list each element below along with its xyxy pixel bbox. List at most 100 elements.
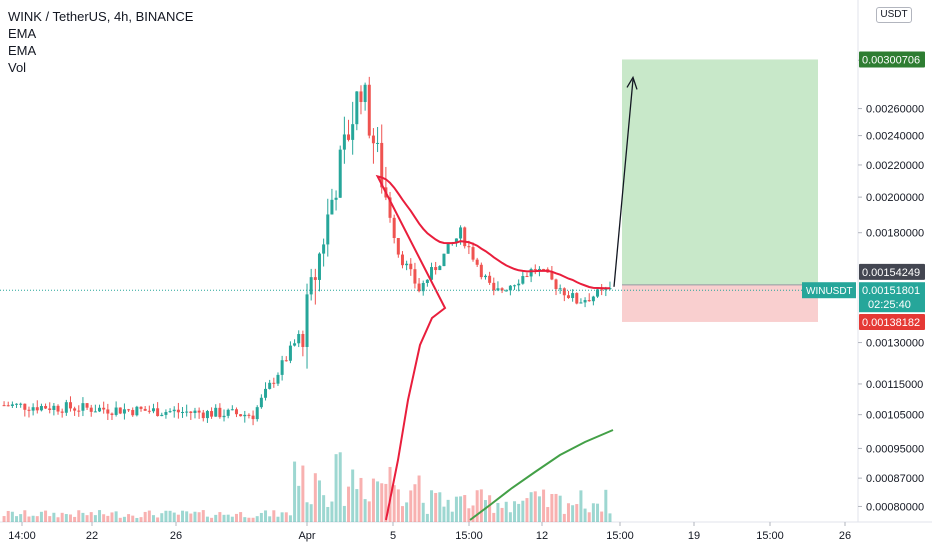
volume-bar: [322, 495, 326, 522]
volume-bar: [193, 511, 197, 522]
candle-body: [442, 253, 446, 267]
volume-bar: [172, 512, 176, 522]
volume-bar: [189, 513, 193, 522]
volume-bar: [98, 510, 102, 522]
time-tick-label: 14:00: [8, 530, 36, 542]
candle-body: [438, 266, 442, 271]
candle-body: [288, 345, 292, 361]
volume-bar: [579, 490, 583, 522]
volume-bar: [15, 516, 19, 522]
volume-bar: [400, 506, 404, 522]
volume-bar: [571, 505, 575, 522]
candle-body: [56, 405, 60, 412]
volume-bar: [44, 510, 48, 522]
stop-price-badge-text: 0.00138182: [862, 317, 920, 329]
volume-bar: [575, 504, 579, 522]
volume-bar: [2, 516, 6, 522]
volume-bar: [280, 512, 284, 522]
candle-body: [496, 288, 500, 291]
volume-bar: [492, 512, 496, 522]
volume-bar: [226, 514, 230, 522]
candle-body: [139, 406, 143, 409]
volume-bar: [110, 512, 114, 522]
candle-body: [106, 409, 110, 414]
candle-body: [60, 411, 64, 413]
candle-body: [338, 149, 342, 198]
candle-body: [322, 244, 326, 254]
volume-bar: [168, 510, 172, 522]
volume-bar: [413, 484, 417, 522]
entry-price-badge-text: 0.00154249: [862, 267, 920, 279]
candle-body: [347, 134, 351, 140]
volume-bar: [23, 510, 27, 522]
volume-bar: [479, 489, 483, 522]
candle-body: [301, 334, 305, 347]
candle-body: [81, 403, 85, 411]
candle-body: [317, 253, 321, 280]
volume-bar: [471, 505, 475, 522]
volume-bar: [255, 516, 259, 522]
volume-bar: [176, 514, 180, 522]
candle-body: [214, 407, 218, 417]
candle-body: [492, 282, 496, 291]
candle-body: [164, 412, 168, 415]
current-price-badge: 0.00151801 02:25:40: [859, 282, 925, 313]
volume-bar: [591, 503, 595, 522]
candle-body: [421, 283, 425, 292]
volume-bar: [517, 503, 521, 522]
price-tick-label: 0.00080000: [866, 501, 924, 513]
candle-body: [19, 403, 23, 405]
volume-bar: [131, 515, 135, 522]
candle-body: [156, 408, 160, 417]
candle-body: [562, 288, 566, 296]
candle-body: [467, 246, 471, 248]
volume-bar: [52, 512, 56, 522]
candle-body: [205, 411, 209, 419]
volume-bar: [276, 516, 280, 522]
volume-bar: [73, 516, 77, 522]
candle-body: [330, 199, 334, 215]
volume-bar: [508, 512, 512, 522]
volume-bar: [334, 454, 338, 522]
volume-bar: [160, 513, 164, 522]
volume-bar: [214, 514, 218, 522]
volume-bar: [459, 496, 463, 522]
candle-body: [309, 277, 313, 295]
candle-body: [85, 403, 89, 408]
candle-body: [367, 84, 371, 136]
volume-bar: [264, 510, 268, 522]
volume-bar: [500, 507, 504, 522]
candle-body: [239, 414, 243, 417]
time-tick-label: Apr: [298, 530, 315, 542]
candle-body: [147, 410, 151, 412]
candle-body: [218, 407, 222, 418]
time-tick-label: 15:00: [606, 530, 634, 542]
candles: [2, 76, 612, 426]
candle-body: [392, 217, 396, 238]
legend-ema-2: EMA: [8, 43, 37, 58]
entry-price-badge-bg: [859, 263, 925, 280]
legend-vol: Vol: [8, 60, 27, 75]
candle-body: [189, 411, 193, 413]
price-tick-label: 0.00105000: [866, 410, 924, 422]
volume-bar: [259, 512, 263, 522]
candle-body: [131, 409, 135, 416]
time-tick-label: 26: [839, 530, 851, 542]
stop-zone: [622, 284, 818, 322]
candle-body: [483, 275, 487, 278]
candle-body: [459, 227, 463, 239]
projection-arrow: [613, 79, 634, 287]
candle-body: [583, 300, 587, 303]
volume-bar: [77, 510, 81, 522]
volume-bar: [143, 511, 147, 522]
volume-bar: [48, 516, 52, 522]
candle-body: [371, 135, 375, 144]
volume-bar: [114, 511, 118, 522]
candle-body: [255, 407, 259, 420]
volume-bar: [247, 517, 251, 522]
currency-badge[interactable]: USDT: [876, 7, 912, 23]
candle-body: [272, 382, 276, 384]
volume-bar: [434, 492, 438, 522]
volume-bar: [243, 517, 247, 522]
